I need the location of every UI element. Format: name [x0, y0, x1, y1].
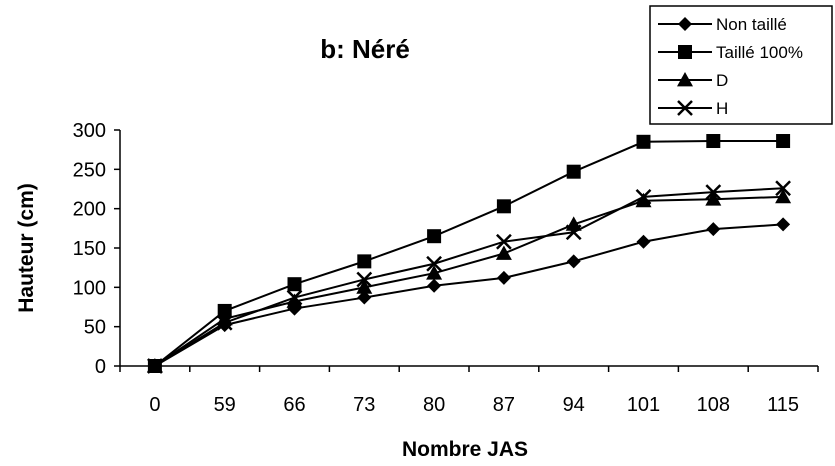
y-tick-label: 0 — [95, 356, 106, 378]
x-marker-stroke — [677, 100, 693, 116]
series-line — [154, 223, 784, 367]
series-3 — [146, 188, 792, 373]
data-point — [427, 278, 442, 293]
series-line — [154, 140, 784, 367]
data-point — [496, 233, 512, 250]
data-point — [706, 222, 721, 237]
data-point — [705, 191, 722, 206]
x-marker-stroke — [147, 358, 163, 374]
data-point — [427, 229, 442, 244]
y-tick-labels: 0 50 100 150 200 250 300 — [73, 120, 106, 378]
x-marker-stroke — [496, 233, 512, 250]
x-marker-stroke — [635, 188, 652, 205]
series-4 — [147, 180, 791, 374]
legend-marker — [677, 72, 693, 87]
x-tick-label: 87 — [493, 394, 515, 416]
y-tick-label: 250 — [73, 159, 106, 181]
axes — [114, 129, 819, 372]
legend-label: Non taillé — [716, 15, 787, 34]
x-tick-label: 101 — [627, 394, 660, 416]
y-axis-title: Hauteur (cm) — [15, 183, 38, 313]
x-tick-label: 115 — [767, 394, 799, 416]
y-tick-label: 150 — [73, 238, 106, 260]
data-point — [426, 265, 443, 280]
legend-label: Taillé 100% — [716, 43, 803, 62]
legend-marker — [678, 17, 692, 31]
data-point — [775, 180, 791, 197]
data-point — [357, 290, 372, 305]
data-point — [496, 270, 511, 285]
data-point — [216, 314, 233, 331]
x-tick-label: 73 — [353, 394, 375, 416]
data-point — [496, 199, 511, 214]
legend-marker — [678, 45, 692, 59]
x-tick-labels: 0 59 66 73 80 87 94 101 108 115 — [149, 394, 799, 416]
data-point — [286, 289, 303, 306]
series-1 — [147, 217, 791, 373]
x-marker-stroke — [775, 180, 791, 197]
legend-item: D — [658, 71, 728, 90]
x-marker-stroke — [705, 184, 722, 201]
data-point — [286, 293, 303, 308]
data-point — [566, 164, 581, 179]
data-point — [635, 188, 652, 205]
data-point — [566, 254, 581, 269]
series-layer — [146, 134, 792, 374]
chart-title: b: Néré — [320, 34, 410, 64]
y-tick-label: 100 — [73, 277, 106, 299]
legend-marker — [677, 100, 693, 116]
x-marker-stroke — [356, 271, 373, 288]
x-tick-label: 80 — [423, 394, 445, 416]
data-point — [287, 277, 302, 292]
data-point — [147, 358, 163, 374]
x-tick-label: 59 — [214, 394, 236, 416]
data-point — [635, 192, 652, 208]
data-point — [495, 245, 512, 260]
x-tick-label: 108 — [697, 394, 730, 416]
data-point — [426, 255, 442, 272]
x-marker-stroke — [565, 224, 582, 241]
legend-item: Non taillé — [658, 15, 787, 34]
y-tick-label: 50 — [84, 317, 106, 339]
x-marker-stroke — [216, 314, 233, 331]
legend-label: H — [716, 99, 728, 118]
data-point — [565, 224, 582, 241]
y-tick-label: 200 — [73, 199, 106, 221]
data-point — [356, 279, 373, 294]
series-line — [154, 187, 784, 367]
data-point — [706, 134, 721, 149]
data-point — [636, 234, 651, 249]
legend-label: D — [716, 71, 728, 90]
data-point — [705, 184, 722, 201]
legend: Non taillé Taillé 100% DH — [649, 5, 833, 125]
x-tick-label: 94 — [563, 394, 585, 416]
legend-item: H — [658, 99, 728, 118]
data-point — [357, 254, 372, 269]
data-point — [776, 217, 791, 232]
y-tick-label: 300 — [73, 120, 106, 142]
data-point — [636, 134, 651, 149]
x-tick-label: 66 — [283, 394, 305, 416]
data-point — [775, 188, 792, 204]
x-axis-title: Nombre JAS — [402, 438, 528, 461]
x-marker-stroke — [286, 289, 303, 306]
data-point — [356, 271, 373, 288]
x-tick-label: 0 — [149, 394, 160, 416]
legend-item: Taillé 100% — [658, 43, 803, 62]
x-marker-stroke — [426, 255, 442, 272]
data-point — [776, 134, 791, 149]
